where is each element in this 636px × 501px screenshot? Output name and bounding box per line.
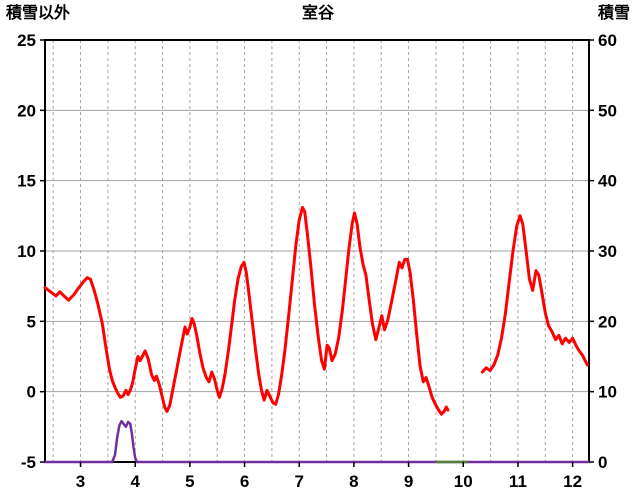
y-left-tick-label: 0: [27, 383, 36, 402]
x-tick-label: 8: [349, 472, 358, 491]
y-right-tick-label: 0: [598, 453, 607, 472]
y-left-tick-label: 20: [17, 101, 36, 120]
x-tick-label: 3: [76, 472, 85, 491]
y-left-tick-label: 25: [17, 31, 36, 50]
x-tick-label: 11: [509, 472, 527, 491]
x-tick-label: 12: [563, 472, 582, 491]
right-axis-title: 積雪: [597, 5, 630, 22]
series-red-line: [43, 205, 450, 416]
y-right-tick-label: 20: [598, 312, 617, 331]
x-tick-label: 10: [454, 472, 473, 491]
chart-title: 室谷: [301, 5, 334, 22]
y-right-tick-label: 30: [598, 242, 617, 261]
y-right-tick-label: 50: [598, 101, 617, 120]
left-axis-title: 積雪以外: [6, 5, 71, 22]
y-left-tick-label: -5: [21, 453, 36, 472]
y-left-tick-label: 15: [17, 172, 36, 191]
x-tick-label: 6: [240, 472, 249, 491]
series-purple-line: [43, 419, 591, 464]
y-right-tick-label: 40: [598, 172, 617, 191]
y-right-tick-label: 60: [598, 31, 617, 50]
y-left-tick-label: 5: [27, 312, 36, 331]
series-red-line: [480, 214, 589, 374]
x-tick-label: 4: [130, 472, 140, 491]
x-tick-label: 7: [294, 472, 303, 491]
x-tick-label: 5: [185, 472, 194, 491]
y-left-tick-label: 10: [17, 242, 36, 261]
y-right-tick-label: 10: [598, 383, 617, 402]
x-tick-label: 9: [404, 472, 413, 491]
